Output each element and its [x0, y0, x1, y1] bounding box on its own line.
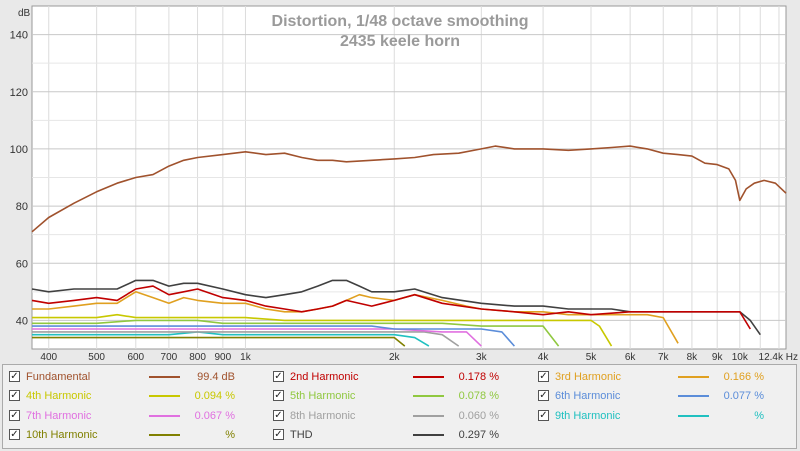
legend-label: 6th Harmonic: [555, 390, 621, 402]
x-axis: 400 500 600 700 800 900 1k 2k 3k 4k 5k 6k 7k 8k 9k 10k 1…: [40, 352, 798, 363]
series-line-fundamental: [31, 145, 787, 233]
legend-value: 99.4 dB: [197, 371, 235, 383]
x-tick-label: 9k: [712, 352, 724, 363]
x-tick-label: 1k: [240, 352, 252, 363]
legend-checkbox-6th-harmonic[interactable]: ✓: [538, 390, 549, 401]
legend-checkbox-3rd-harmonic[interactable]: ✓: [538, 371, 549, 382]
x-tick-label: 700: [161, 352, 178, 363]
series-line-9th-harmonic: [32, 331, 430, 347]
chart-title: Distortion, 1/48 octave smoothing: [272, 13, 529, 30]
legend-label: 8th Harmonic: [290, 410, 356, 422]
chart-subtitle: 2435 keele horn: [340, 33, 460, 50]
legend-swatch: [149, 376, 180, 378]
y-tick-label: 80: [16, 201, 28, 213]
legend-item-7th-harmonic: ✓ 7th Harmonic 0.067 %: [9, 407, 259, 425]
legend-item-5th-harmonic: ✓ 5th Harmonic 0.078 %: [273, 387, 523, 405]
x-tick-label: 600: [127, 352, 144, 363]
legend-label: Fundamental: [26, 371, 91, 383]
legend-item-10th-harmonic: ✓ 10th Harmonic%: [9, 426, 259, 444]
legend-item-8th-harmonic: ✓ 8th Harmonic 0.060 %: [273, 407, 523, 425]
legend-swatch: [149, 434, 180, 436]
legend-value: 0.166 %: [723, 371, 764, 383]
legend-value: 0.178 %: [458, 371, 499, 383]
legend-label: 10th Harmonic: [26, 429, 98, 441]
legend-label: THD: [290, 429, 313, 441]
legend-value: 0.060 %: [458, 410, 499, 422]
legend-value: %: [225, 429, 235, 441]
y-tick-label: 140: [10, 30, 28, 42]
legend-value: %: [754, 410, 764, 422]
legend-checkbox-5th-harmonic[interactable]: ✓: [273, 390, 284, 401]
x-tick-label: 7k: [658, 352, 670, 363]
series-line-7th-harmonic: [32, 328, 482, 347]
legend-checkbox-9th-harmonic[interactable]: ✓: [538, 410, 549, 421]
x-tick-label: 5k: [586, 352, 598, 363]
series-lines: [31, 145, 787, 347]
series-line-8th-harmonic: [32, 331, 460, 347]
legend-checkbox-7th-harmonic[interactable]: ✓: [9, 410, 20, 421]
legend-checkbox-2nd-harmonic[interactable]: ✓: [273, 371, 284, 382]
y-axis-label: dB: [18, 8, 31, 19]
x-tick-label: 10k: [732, 352, 749, 363]
legend-swatch: [413, 395, 444, 397]
x-tick-label: 3k: [476, 352, 488, 363]
legend-label: 5th Harmonic: [290, 390, 356, 402]
series-line-10th-harmonic: [32, 336, 406, 347]
x-tick-label: 8k: [687, 352, 699, 363]
legend-swatch: [149, 395, 180, 397]
legend-item-thd: ✓ THD 0.297 %: [273, 426, 523, 444]
legend-swatch: [413, 376, 444, 378]
legend-item-2nd-harmonic: ✓ 2nd Harmonic 0.178 %: [273, 368, 523, 386]
legend-swatch: [678, 395, 709, 397]
legend-item-6th-harmonic: ✓ 6th Harmonic 0.077 %: [538, 387, 788, 405]
legend-label: 3rd Harmonic: [555, 371, 622, 383]
legend-label: 7th Harmonic: [26, 410, 92, 422]
legend-panel: ✓ Fundamental 99.4 dB ✓ 2nd Harmonic 0.178 % ✓…: [2, 364, 797, 449]
legend-swatch: [413, 434, 444, 436]
series-line-5th-harmonic: [32, 319, 560, 347]
legend-item-4th-harmonic: ✓ 4th Harmonic 0.094 %: [9, 387, 259, 405]
legend-swatch: [149, 415, 180, 417]
x-tick-label: 2k: [389, 352, 401, 363]
x-tick-label: 500: [88, 352, 105, 363]
legend-swatch: [678, 376, 709, 378]
series-line-2nd-harmonic: [31, 285, 751, 330]
x-tick-label: 6k: [625, 352, 637, 363]
x-tick-label: 12.4k Hz: [759, 352, 798, 363]
y-tick-label: 40: [16, 315, 28, 327]
y-tick-label: 100: [10, 144, 28, 156]
legend-value: 0.297 %: [458, 429, 499, 441]
legend-label: 4th Harmonic: [26, 390, 92, 402]
distortion-chart: 40 60 80 100 120 140 400 500 600 700 800 900 1k 2k 3k…: [10, 5, 798, 363]
legend-checkbox-fundamental[interactable]: ✓: [9, 371, 20, 382]
legend-value: 0.078 %: [458, 390, 499, 402]
legend-value: 0.094 %: [194, 390, 235, 402]
legend-swatch: [678, 415, 709, 417]
legend-item-9th-harmonic: ✓ 9th Harmonic%: [538, 407, 788, 425]
legend-label: 9th Harmonic: [555, 410, 621, 422]
series-line-6th-harmonic: [32, 325, 515, 347]
legend-item-3rd-harmonic: ✓ 3rd Harmonic 0.166 %: [538, 368, 788, 386]
y-axis: 40 60 80 100 120 140: [10, 30, 28, 328]
legend-checkbox-thd[interactable]: ✓: [273, 429, 284, 440]
legend-value: 0.067 %: [194, 410, 235, 422]
legend-item-fundamental: ✓ Fundamental 99.4 dB: [9, 368, 259, 386]
legend-checkbox-10th-harmonic[interactable]: ✓: [9, 429, 20, 440]
x-tick-label: 800: [189, 352, 206, 363]
series-line-4th-harmonic: [32, 313, 613, 347]
y-tick-label: 60: [16, 258, 28, 270]
legend-swatch: [413, 415, 444, 417]
legend-checkbox-4th-harmonic[interactable]: ✓: [9, 390, 20, 401]
x-tick-label: 400: [40, 352, 57, 363]
x-tick-label: 4k: [538, 352, 550, 363]
y-tick-label: 120: [10, 87, 28, 99]
legend-label: 2nd Harmonic: [290, 371, 359, 383]
legend-value: 0.077 %: [723, 390, 764, 402]
x-tick-label: 900: [214, 352, 231, 363]
legend-checkbox-8th-harmonic[interactable]: ✓: [273, 410, 284, 421]
